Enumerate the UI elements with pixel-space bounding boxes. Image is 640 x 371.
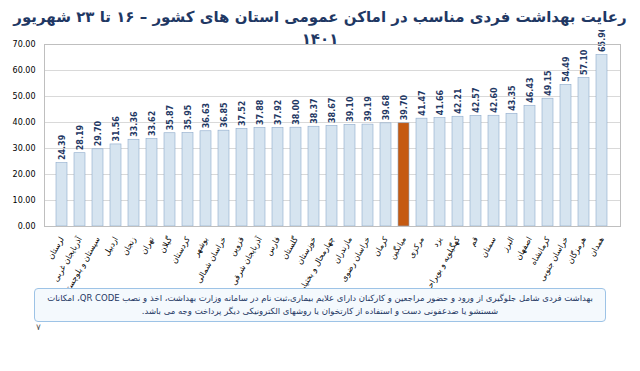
svg-text:70.00: 70.00 xyxy=(13,40,36,49)
svg-text:میانگین: میانگین xyxy=(387,235,408,261)
svg-text:کرمان: کرمان xyxy=(372,235,390,258)
svg-text:قزوین: قزوین xyxy=(228,235,246,257)
svg-text:قم: قم xyxy=(468,235,480,248)
svg-text:زنجان: زنجان xyxy=(120,235,138,257)
svg-text:33.36: 33.36 xyxy=(130,111,139,137)
svg-text:20.00: 20.00 xyxy=(13,170,36,179)
svg-text:40.00: 40.00 xyxy=(13,118,36,127)
svg-text:50.00: 50.00 xyxy=(13,92,36,101)
svg-text:30.00: 30.00 xyxy=(13,144,36,153)
svg-text:همدان: همدان xyxy=(588,235,606,258)
svg-text:سیستان و بلوچستان: سیستان و بلوچستان xyxy=(60,235,102,288)
svg-text:29.70: 29.70 xyxy=(94,121,103,147)
svg-text:39.68: 39.68 xyxy=(382,95,391,121)
svg-text:35.95: 35.95 xyxy=(184,104,193,130)
svg-text:54.49: 54.49 xyxy=(562,56,571,82)
svg-text:39.70: 39.70 xyxy=(400,95,409,121)
svg-text:هرمزگان: هرمزگان xyxy=(565,235,588,266)
svg-text:33.62: 33.62 xyxy=(148,111,157,136)
svg-text:38.67: 38.67 xyxy=(328,98,337,123)
svg-text:کردستان: کردستان xyxy=(170,235,192,265)
svg-text:خراسان جنوبی: خراسان جنوبی xyxy=(537,235,570,282)
svg-text:39.19: 39.19 xyxy=(364,96,373,122)
svg-text:46.43: 46.43 xyxy=(526,77,535,102)
svg-text:38.00: 38.00 xyxy=(292,99,301,125)
svg-text:37.88: 37.88 xyxy=(256,99,265,125)
svg-text:گیلان: گیلان xyxy=(157,235,174,255)
svg-text:36.85: 36.85 xyxy=(220,102,229,128)
svg-text:تهران: تهران xyxy=(139,235,156,255)
svg-text:60.00: 60.00 xyxy=(13,66,36,75)
svg-text:36.63: 36.63 xyxy=(202,103,211,128)
svg-text:آذربایجان شرقی: آذربایجان شرقی xyxy=(228,234,264,287)
svg-text:فارس: فارس xyxy=(264,235,282,257)
svg-text:24.39: 24.39 xyxy=(58,134,67,160)
svg-text:57.10: 57.10 xyxy=(580,49,589,75)
svg-text:28.19: 28.19 xyxy=(76,124,85,150)
svg-text:37.52: 37.52 xyxy=(238,101,247,126)
svg-text:یزد: یزد xyxy=(431,235,444,248)
svg-text:42.60: 42.60 xyxy=(490,87,499,113)
svg-text:39.10: 39.10 xyxy=(346,96,355,122)
svg-text:41.66: 41.66 xyxy=(436,89,445,115)
svg-text:خراسان رضوی: خراسان رضوی xyxy=(339,235,372,283)
svg-text:31.56: 31.56 xyxy=(112,116,121,142)
svg-text:0.00: 0.00 xyxy=(18,222,36,231)
svg-text:43.35: 43.35 xyxy=(508,85,517,111)
svg-text:چهارمحال و بختیاری: چهارمحال و بختیاری xyxy=(295,235,336,288)
svg-text:65.96: 65.96 xyxy=(598,30,607,52)
svg-text:سمنان: سمنان xyxy=(479,235,498,259)
svg-text:38.37: 38.37 xyxy=(310,98,319,123)
svg-text:42.57: 42.57 xyxy=(472,88,481,113)
svg-text:49.15: 49.15 xyxy=(544,70,553,96)
svg-text:خراسان شمالی: خراسان شمالی xyxy=(194,235,228,285)
svg-text:42.21: 42.21 xyxy=(454,88,463,114)
svg-text:37.92: 37.92 xyxy=(274,100,283,125)
svg-text:کهگیلویه و بویراحمد: کهگیلویه و بویراحمد xyxy=(420,235,462,288)
svg-text:10.00: 10.00 xyxy=(13,196,36,205)
svg-text:35.87: 35.87 xyxy=(166,105,175,130)
svg-text:بوشهر: بوشهر xyxy=(191,235,210,259)
svg-text:البرز: البرز xyxy=(500,235,516,254)
svg-text:41.47: 41.47 xyxy=(418,90,427,115)
svg-text:اردبیل: اردبیل xyxy=(102,235,120,257)
svg-text:مرکزی: مرکزی xyxy=(407,235,426,260)
